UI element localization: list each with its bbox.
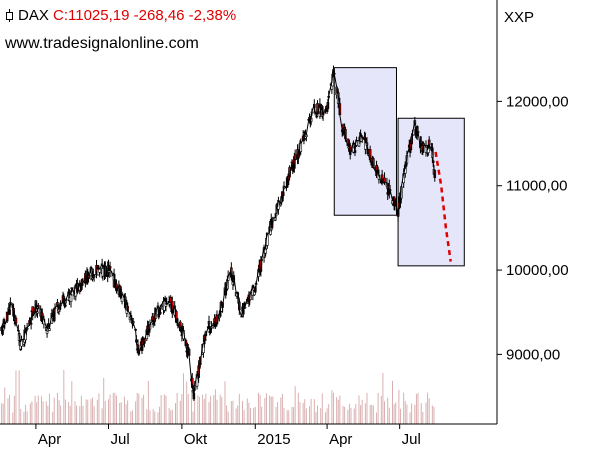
volume-bars: [1, 370, 435, 424]
website-label: www.tradesignalonline.com: [5, 35, 199, 52]
candle-body: [48, 328, 51, 331]
projection-dashed-line: [434, 151, 452, 262]
projection-boxes: [333, 67, 465, 267]
candle-body: [79, 289, 82, 292]
symbol-label: DAX: [18, 7, 49, 24]
y-tick-label: 9000,00: [506, 346, 560, 363]
chart-header: DAX C:11025,19 -268,46 -2,38%: [5, 7, 236, 25]
x-axis: Apr Jul Okt 2015 Apr Jul: [35, 424, 421, 448]
x-tick-label: Jul: [110, 431, 129, 448]
y-tick-label: 11000,00: [506, 178, 567, 195]
x-tick-label: Apr: [329, 431, 352, 448]
candle-body: [383, 177, 386, 183]
x-tick-label: Jul: [402, 431, 421, 448]
x-tick-label: Apr: [38, 431, 61, 448]
y-tick-label: 12000,00: [506, 93, 569, 110]
instrument-code: XXP: [504, 9, 534, 26]
y-axis: 9000,00 10000,00 11000,00 12000,00: [497, 93, 569, 363]
candle-body: [36, 311, 39, 314]
x-tick-label: Okt: [184, 431, 208, 448]
x-tick-label: 2015: [257, 431, 290, 448]
y-tick-label: 10000,00: [506, 262, 569, 279]
price-close-line: [1, 69, 436, 400]
consolidation-box-2: [397, 117, 465, 267]
quote-summary: C:11025,19 -268,46 -2,38%: [53, 7, 237, 24]
candlestick-icon: [5, 9, 14, 22]
candle-body: [293, 154, 297, 160]
